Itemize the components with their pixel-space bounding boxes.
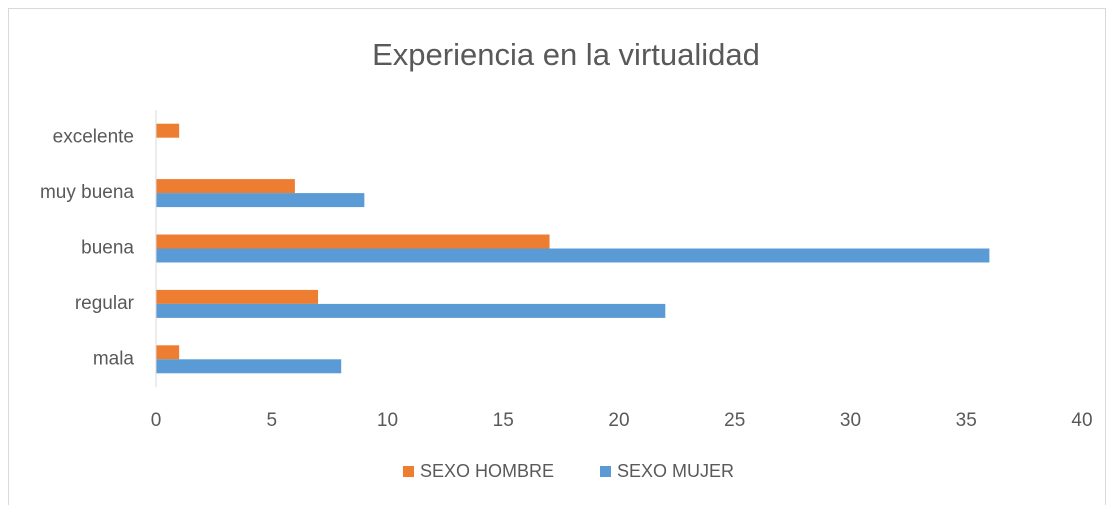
x-tick-label: 35 <box>956 410 977 431</box>
legend-swatch <box>403 466 414 477</box>
legend-label: SEXO HOMBRE <box>420 461 554 481</box>
legend-swatch <box>600 466 611 477</box>
legend-label: SEXO MUJER <box>617 461 734 481</box>
bar <box>156 193 365 208</box>
y-tick-label: buena <box>81 238 134 259</box>
bar <box>156 345 180 360</box>
x-tick-label: 15 <box>493 410 514 431</box>
x-tick-label: 5 <box>266 410 277 431</box>
y-tick-label: excelente <box>53 127 134 148</box>
y-tick-label: muy buena <box>40 182 134 203</box>
bar <box>156 248 990 263</box>
bar <box>156 179 295 194</box>
chart-title: Experiencia en la virtualidad <box>372 37 760 72</box>
x-tick-label: 30 <box>840 410 861 431</box>
x-tick-label: 0 <box>151 410 162 431</box>
bar <box>156 303 666 318</box>
x-tick-label: 40 <box>1071 410 1092 431</box>
bar <box>156 289 319 304</box>
y-tick-label: regular <box>75 293 135 314</box>
bar <box>156 234 550 249</box>
bar <box>156 123 180 138</box>
x-tick-label: 20 <box>608 410 629 431</box>
x-tick-label: 25 <box>724 410 745 431</box>
x-tick-label: 10 <box>377 410 398 431</box>
bar <box>156 359 342 374</box>
y-tick-label: mala <box>93 348 135 369</box>
